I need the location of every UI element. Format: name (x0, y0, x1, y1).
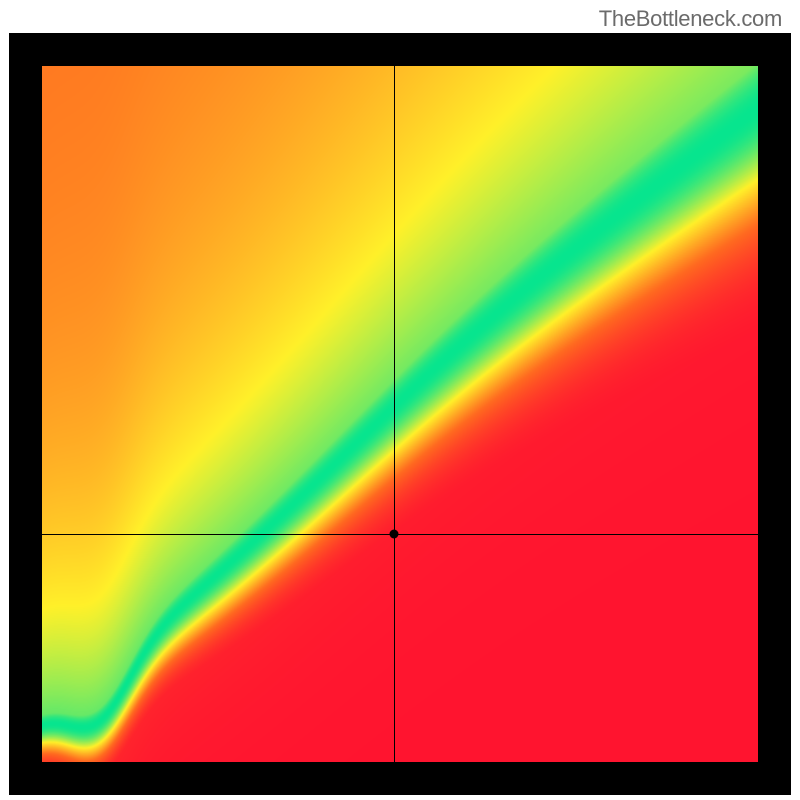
crosshair-horizontal (42, 534, 758, 535)
heatmap-canvas (42, 66, 758, 762)
crosshair-marker (390, 529, 399, 538)
crosshair-vertical (394, 66, 395, 762)
heatmap-plot (42, 66, 758, 762)
watermark-text: TheBottleneck.com (599, 6, 782, 32)
